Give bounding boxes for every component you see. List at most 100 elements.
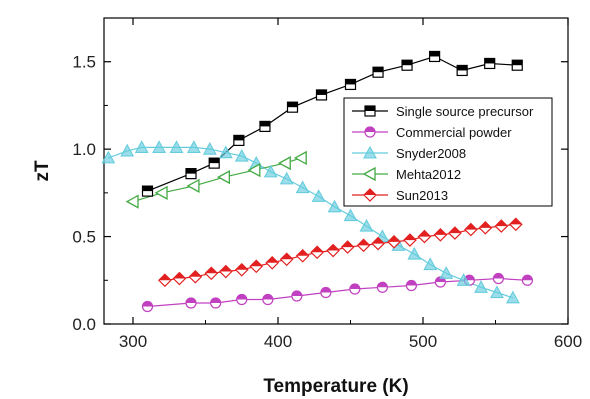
data-point (327, 199, 342, 213)
data-point (448, 226, 462, 240)
data-point (259, 120, 271, 133)
data-point (208, 157, 220, 169)
data-point (210, 297, 222, 309)
data-point (363, 188, 377, 202)
legend-label: Snyder2008 (396, 146, 466, 161)
axis-ticks (104, 18, 569, 325)
data-point (120, 143, 135, 157)
data-point (362, 166, 376, 182)
data-point (185, 297, 197, 309)
data-point (508, 217, 523, 232)
data-point (152, 140, 167, 153)
data-point (218, 264, 233, 279)
data-point (505, 290, 520, 304)
data-point (141, 300, 154, 313)
data-point (154, 185, 168, 200)
data-point (315, 89, 328, 101)
data-point (403, 233, 417, 247)
data-point (279, 252, 294, 267)
data-point (188, 269, 203, 284)
y-tick-label: 0.0 (72, 315, 96, 334)
y-axis-label: zT (32, 160, 53, 182)
data-point (359, 218, 374, 232)
data-point (464, 222, 478, 237)
data-point (490, 285, 504, 299)
data-point (376, 281, 388, 293)
data-point (371, 236, 385, 251)
x-tick-label: 500 (409, 332, 437, 351)
x-tick-label: 600 (554, 332, 582, 351)
plot-frame (103, 17, 569, 325)
data-point (295, 180, 310, 194)
legend-entry: Single source precursor (352, 104, 534, 119)
data-point (186, 178, 200, 193)
data-point (456, 64, 468, 77)
legend-entry: Commercial powder (352, 125, 512, 140)
series-line (164, 223, 516, 281)
data-point (474, 280, 488, 293)
data-point (262, 293, 274, 306)
series-points (101, 50, 534, 313)
legend: Single source precursor Commercial powder… (343, 97, 553, 207)
data-point (158, 273, 172, 288)
data-point (311, 189, 326, 202)
data-point (401, 59, 413, 71)
legend-box (343, 97, 553, 207)
data-point (349, 283, 361, 295)
data-point (234, 262, 249, 277)
data-point (279, 171, 294, 185)
data-point (343, 208, 358, 222)
tick-labels: 300 400 500 600 0.0 0.5 1.0 1.5 (72, 53, 582, 351)
data-point (494, 219, 509, 233)
data-point (439, 266, 454, 279)
data-point (293, 150, 307, 165)
data-point (216, 170, 231, 185)
legend-entry: Mehta2012 (352, 166, 461, 182)
legend-label: Commercial powder (396, 125, 512, 140)
data-point (340, 240, 355, 254)
data-point (407, 246, 422, 260)
legend-entry: Snyder2008 (352, 145, 466, 161)
legend-label: Sun2013 (396, 188, 448, 203)
data-point (344, 78, 357, 91)
data-point (521, 274, 534, 286)
data-point (478, 220, 493, 235)
data-point (456, 273, 471, 286)
data-point (263, 164, 278, 178)
x-axis-label: Temperature (K) (263, 376, 408, 397)
data-point (233, 134, 245, 146)
data-point (265, 255, 280, 270)
data-point (204, 266, 219, 281)
data-point (234, 148, 249, 162)
data-point (463, 274, 475, 286)
data-point (356, 238, 371, 253)
legend-entry: Sun2013 (352, 188, 448, 203)
data-point (326, 243, 340, 258)
data-point (186, 140, 201, 153)
data-point (125, 194, 139, 209)
data-point (134, 140, 149, 153)
data-point (484, 57, 496, 70)
data-point (236, 293, 248, 306)
data-point (320, 286, 332, 299)
legend-label: Mehta2012 (396, 167, 461, 182)
y-tick-label: 1.0 (72, 140, 96, 159)
data-point (511, 59, 523, 71)
data-point (169, 140, 184, 153)
y-tick-label: 0.5 (72, 228, 96, 247)
data-point (286, 101, 299, 113)
data-point (291, 290, 303, 302)
data-point (218, 145, 233, 159)
data-point (172, 271, 187, 286)
data-point (387, 234, 401, 249)
data-point (310, 245, 324, 260)
data-point (277, 156, 291, 171)
data-point (417, 229, 432, 244)
data-point (249, 259, 264, 274)
data-point (433, 227, 448, 242)
data-point (364, 126, 376, 138)
data-point (185, 168, 197, 180)
x-tick-label: 400 (264, 332, 292, 351)
x-tick-label: 300 (119, 332, 147, 351)
